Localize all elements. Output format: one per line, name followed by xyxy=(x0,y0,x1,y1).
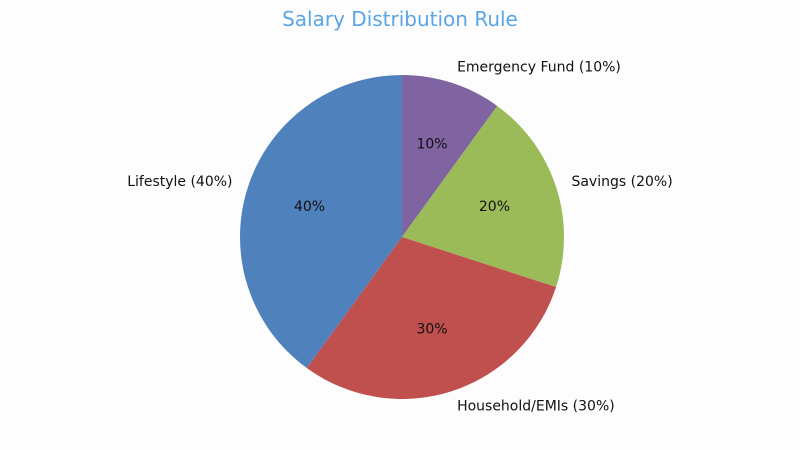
pie-percent-label-0: 10% xyxy=(416,137,447,153)
pie-percent-label-3: 40% xyxy=(294,199,325,215)
pie-outer-label-2: Household/EMIs (30%) xyxy=(457,398,615,414)
pie-outer-label-3: Lifestyle (40%) xyxy=(127,174,232,190)
pie-percent-label-1: 20% xyxy=(479,199,510,215)
pie-percent-label-2: 30% xyxy=(416,321,447,337)
chart-title: Salary Distribution Rule xyxy=(282,7,518,31)
pie-slice-3 xyxy=(239,74,402,369)
pie-outer-labels: Emergency Fund (10%) Savings (20%) Househo… xyxy=(127,60,672,415)
pie-outer-label-1: Savings (20%) xyxy=(571,174,672,190)
pie-slice-1 xyxy=(402,105,564,288)
pie-slices xyxy=(239,74,564,400)
pie-slice-2 xyxy=(306,237,557,400)
pie-outer-label-0: Emergency Fund (10%) xyxy=(457,60,621,76)
pie-percent-labels: 10% 20% 30% 40% xyxy=(294,137,510,338)
pie-slice-0 xyxy=(402,75,498,237)
